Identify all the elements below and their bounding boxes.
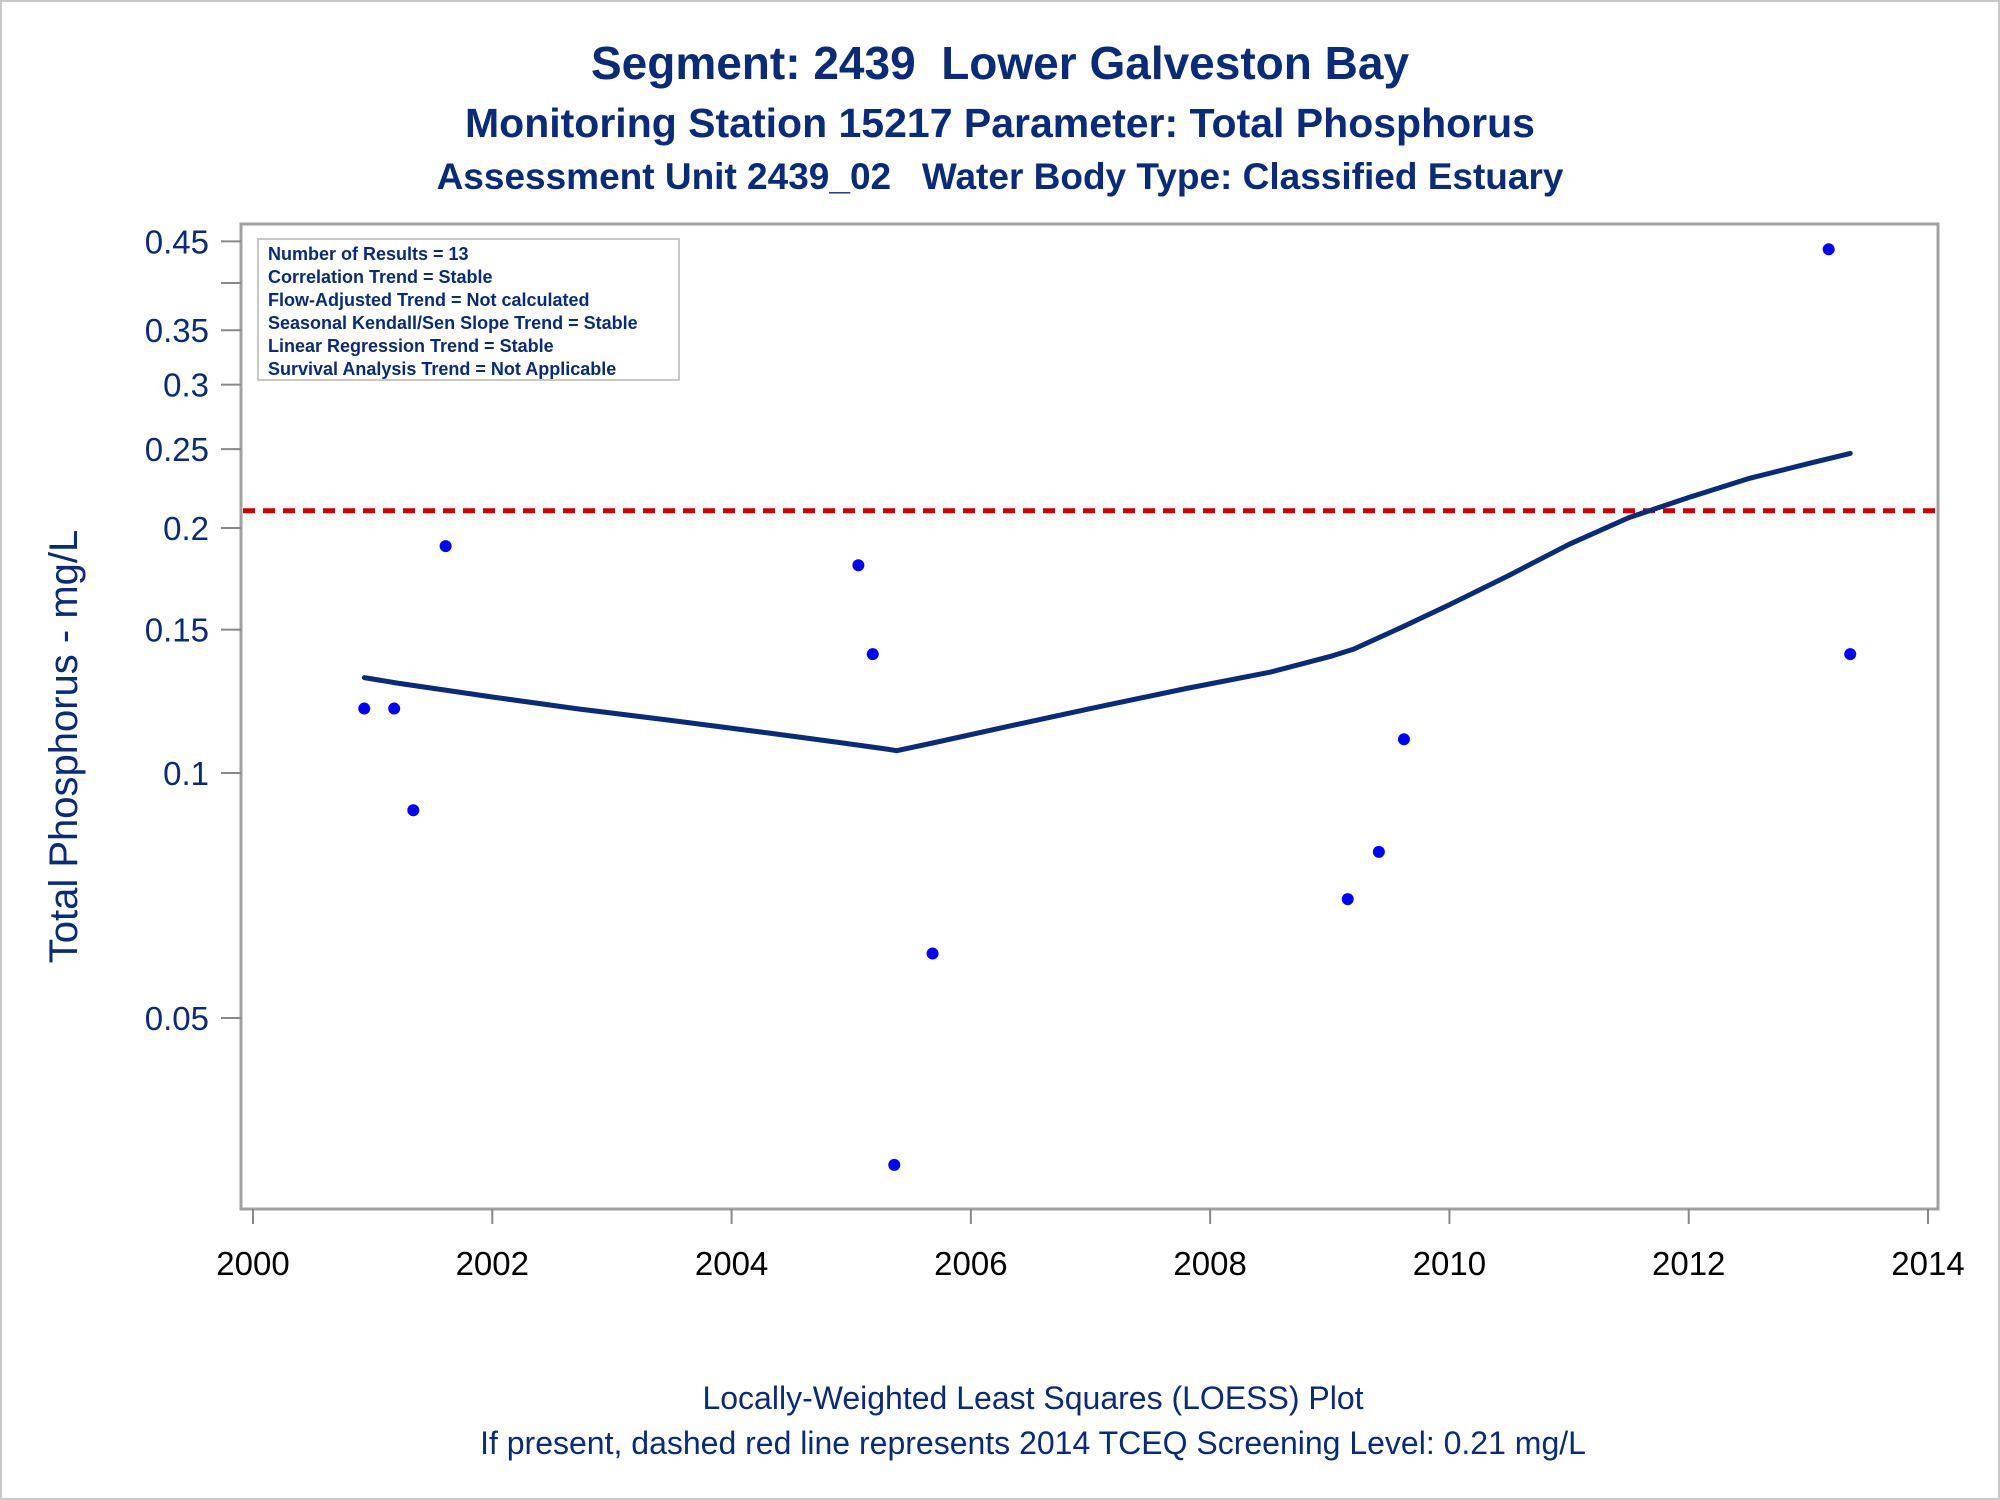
data-point — [1372, 845, 1385, 858]
plot-area: 0.05 0.1 0.15 0.2 0.25 0.3 0.35 0.45 2000 2002 200… — [42, 222, 1965, 1282]
x-tick-label: 2006 — [934, 1245, 1007, 1282]
data-point — [439, 540, 452, 553]
chart-title: Segment: 2439 Lower Galveston Bay — [590, 37, 1410, 89]
y-tick-label: 0.1 — [163, 755, 209, 792]
x-tick-label: 2014 — [1891, 1245, 1964, 1282]
data-point — [866, 648, 879, 661]
x-tick-label: 2004 — [695, 1245, 768, 1282]
plot-frame — [239, 222, 1940, 1211]
info-box-border — [257, 238, 680, 381]
y-tick-label: 0.15 — [145, 612, 209, 649]
info-box-line: Number of Results = 13 — [268, 244, 469, 264]
x-tick-label: 2008 — [1173, 1245, 1246, 1282]
info-box-line: Seasonal Kendall/Sen Slope Trend = Stabl… — [268, 313, 638, 333]
x-tick-label: 2010 — [1413, 1245, 1486, 1282]
data-point — [1397, 733, 1410, 746]
x-tick-label: 2000 — [216, 1245, 289, 1282]
info-box-line: Flow-Adjusted Trend = Not calculated — [268, 290, 590, 310]
footnote-loess: Locally-Weighted Least Squares (LOESS) P… — [702, 1380, 1364, 1416]
x-tick-label: 2002 — [456, 1245, 529, 1282]
loess-line — [361, 450, 1853, 754]
footnote-screening-level: If present, dashed red line represents 2… — [480, 1425, 1586, 1461]
y-tick-label: 0.3 — [163, 367, 209, 404]
chart-subtitle-station: Monitoring Station 15217 Parameter: Tota… — [465, 100, 1535, 146]
data-point — [1341, 893, 1354, 906]
y-tick-label: 0.45 — [145, 223, 209, 260]
chart-subtitle-assessment: Assessment Unit 2439_02 Water Body Type:… — [436, 156, 1564, 197]
x-tick-label: 2012 — [1652, 1245, 1725, 1282]
y-tick-label: 0.2 — [163, 510, 209, 547]
data-point — [407, 804, 420, 817]
trend-info-box: Number of Results = 13 Correlation Trend … — [257, 238, 680, 381]
info-box-line: Survival Analysis Trend = Not Applicable — [268, 359, 616, 379]
y-tick-label: 0.25 — [145, 431, 209, 468]
info-box-line: Linear Regression Trend = Stable — [268, 336, 554, 356]
data-point — [388, 702, 401, 715]
y-tick-label: 0.35 — [145, 312, 209, 349]
data-point — [1844, 648, 1857, 661]
data-point — [888, 1158, 901, 1171]
y-tick-label: 0.05 — [145, 1000, 209, 1037]
data-point — [852, 559, 865, 572]
info-box-line: Correlation Trend = Stable — [268, 267, 493, 287]
data-point — [926, 947, 939, 960]
data-point — [1822, 243, 1835, 256]
y-axis-title: Total Phosphorus - mg/L — [42, 530, 86, 964]
data-point — [358, 702, 371, 715]
